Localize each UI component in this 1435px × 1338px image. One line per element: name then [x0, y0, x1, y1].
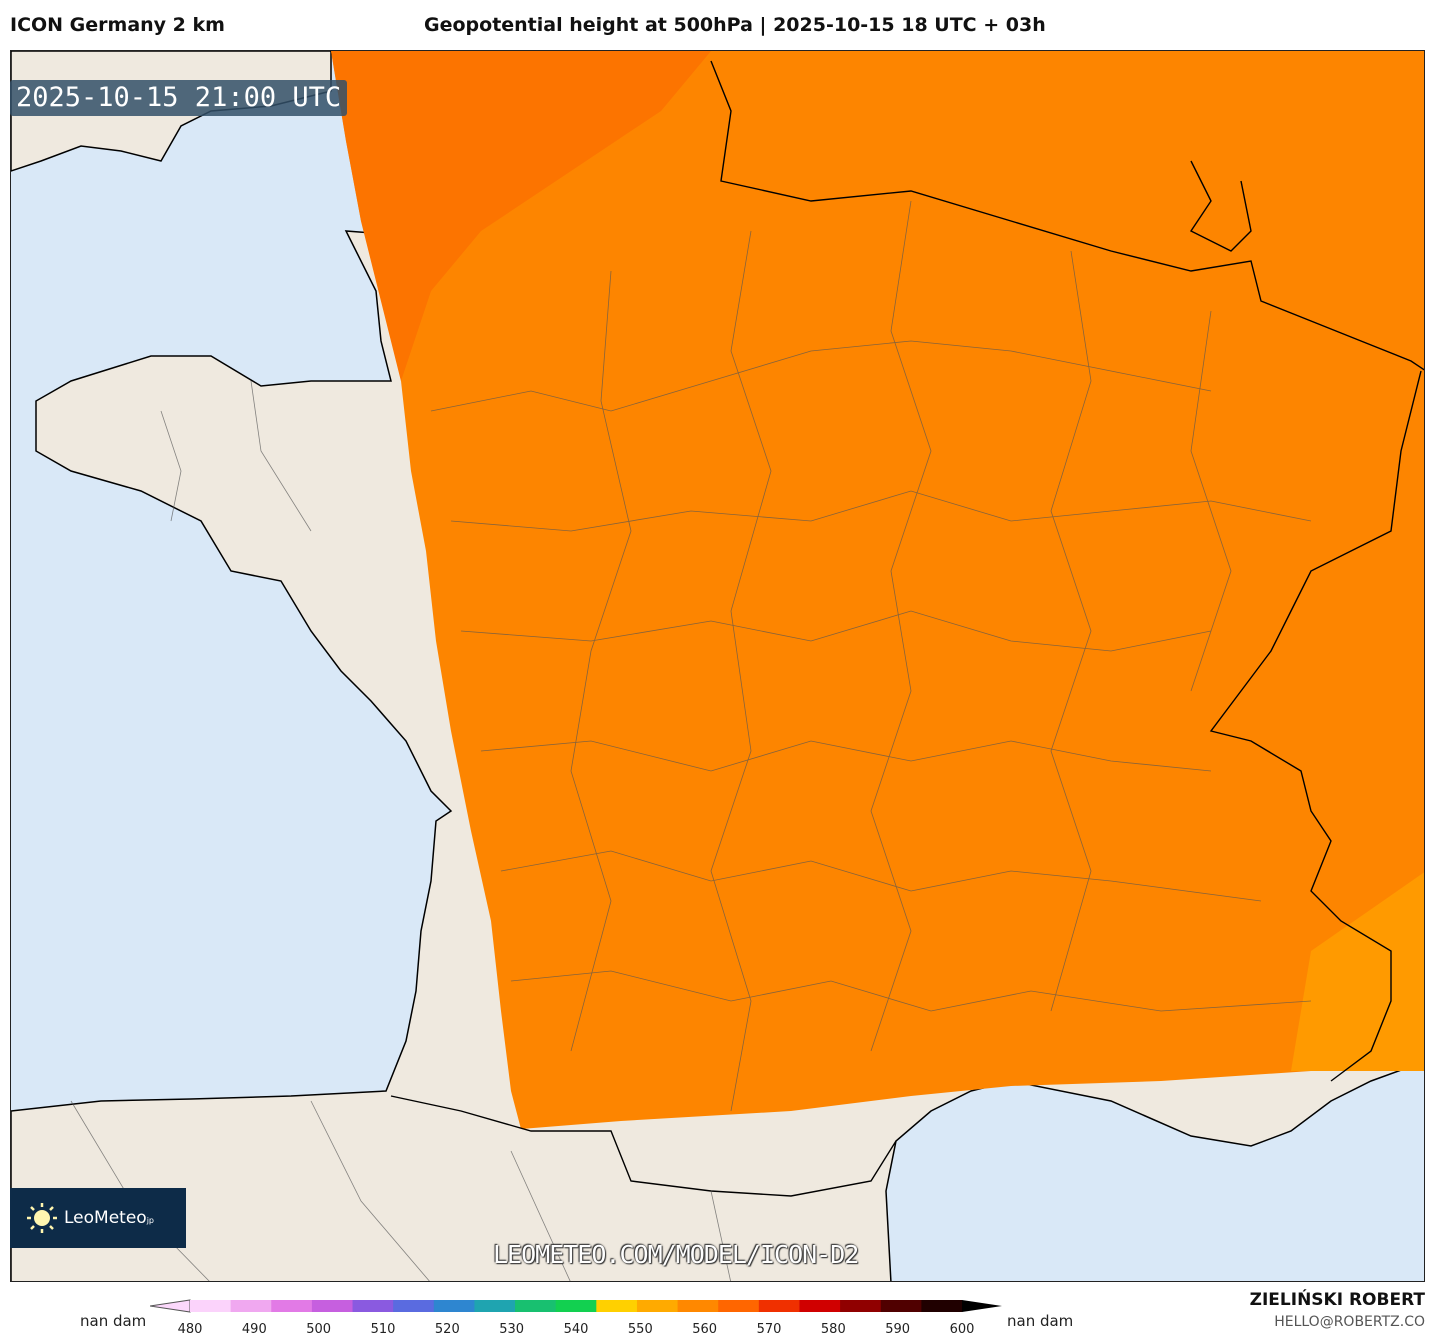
- colorbar-segment: [515, 1300, 557, 1312]
- colorbar-segment: [311, 1300, 354, 1312]
- watermark-url: LEOMETEO.COM/MODEL/ICON-D2: [493, 1240, 859, 1269]
- colorbar-tick: 510: [370, 1322, 396, 1337]
- colorbar-segment: [555, 1300, 597, 1312]
- colorbar-tick: 580: [820, 1322, 846, 1337]
- logo-text: LeoMeteojp: [64, 1208, 154, 1228]
- colorbar: [150, 1299, 1002, 1313]
- colorbar-tick: 500: [306, 1322, 332, 1337]
- colorbar-segment: [880, 1300, 922, 1312]
- geopotential-field-dark: [331, 51, 711, 381]
- colorbar-segment: [758, 1300, 800, 1312]
- map-area[interactable]: [10, 50, 1425, 1282]
- colorbar-max-extend: [962, 1300, 1002, 1312]
- model-name: ICON Germany 2 km: [10, 14, 225, 36]
- sun-icon: [27, 1203, 57, 1233]
- region-borders: [70, 200, 1312, 1281]
- colorbar-segment: [393, 1300, 435, 1312]
- colorbar-segment: [271, 1300, 313, 1312]
- colorbar-tick: 540: [563, 1322, 589, 1337]
- map-title: Geopotential height at 500hPa | 2025-10-…: [424, 14, 1046, 36]
- colorbar-tick: 600: [949, 1322, 975, 1337]
- colorbar-segment: [474, 1300, 516, 1312]
- colorbar-segment: [230, 1300, 272, 1312]
- colorbar-tick: 520: [434, 1322, 460, 1337]
- author-name: ZIELIŃSKI ROBERT: [1249, 1290, 1425, 1310]
- author-email: HELLO@ROBERTZ.CO: [1274, 1314, 1425, 1330]
- colorbar-right-label: nan dam: [1007, 1312, 1074, 1330]
- colorbar-segment: [921, 1300, 963, 1312]
- colorbar-tick: 530: [499, 1322, 525, 1337]
- colorbar-segment: [840, 1300, 882, 1312]
- colorbar-segment: [636, 1300, 679, 1312]
- leometeo-logo[interactable]: LeoMeteojp: [10, 1188, 186, 1248]
- colorbar-tick: 590: [885, 1322, 911, 1337]
- geopotential-field-light: [1291, 872, 1424, 1071]
- colorbar-tick: 560: [692, 1322, 718, 1337]
- colorbar-tick: 490: [241, 1322, 267, 1337]
- colorbar-tick: 480: [177, 1322, 203, 1337]
- colorbar-segment: [433, 1300, 475, 1312]
- colorbar-segment: [352, 1300, 394, 1312]
- colorbar-segment: [799, 1300, 841, 1312]
- map-canvas: [11, 51, 1424, 1281]
- colorbar-segment: [596, 1300, 638, 1312]
- geopotential-field: [331, 51, 1424, 1129]
- colorbar-tick: 570: [756, 1322, 782, 1337]
- country-borders: [390, 60, 1424, 1197]
- colorbar-min-extend: [150, 1299, 191, 1313]
- colorbar-segment: [190, 1300, 232, 1312]
- colorbar-segment: [677, 1300, 719, 1312]
- valid-time-label: 2025-10-15 21:00 UTC: [10, 80, 348, 116]
- colorbar-tick: 550: [627, 1322, 653, 1337]
- colorbar-left-label: nan dam: [80, 1312, 147, 1330]
- colorbar-segment: [718, 1300, 760, 1312]
